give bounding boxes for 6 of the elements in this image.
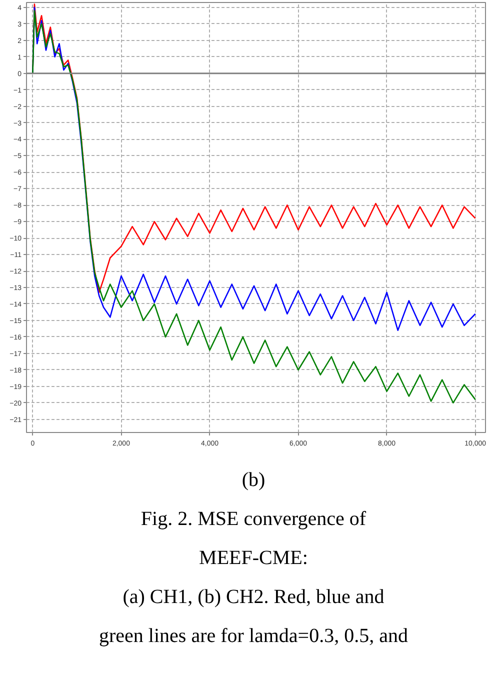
- text: green lines are for lamda=0.3, 0.5, and: [99, 624, 408, 648]
- text: (a) CH1, (b) CH2. Red, blue and: [122, 585, 384, 609]
- caption: Fig. 2. MSE convergence of: [140, 507, 366, 531]
- line-series: [32, 10, 476, 404]
- text: MEEF-CME:: [199, 546, 308, 570]
- text: (b): [242, 468, 266, 492]
